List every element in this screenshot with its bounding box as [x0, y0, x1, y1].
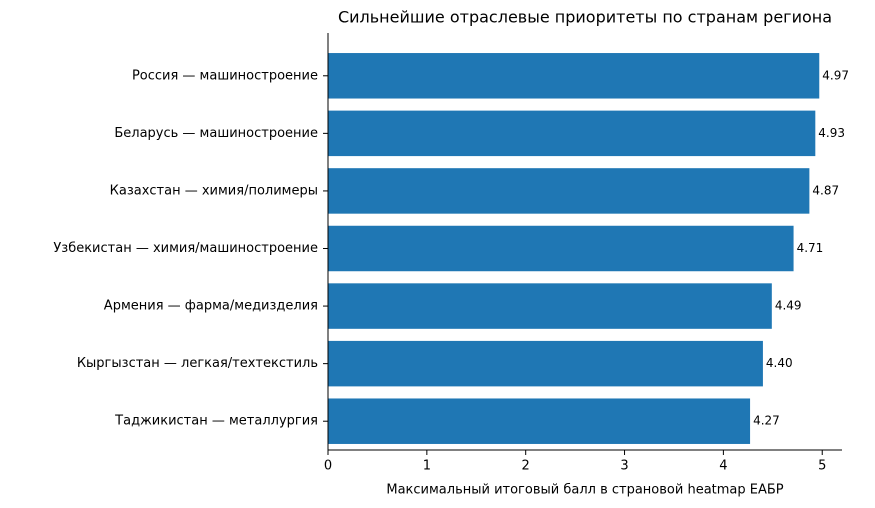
value-label: 4.27: [753, 414, 780, 428]
y-tick-label: Армения — фарма/медизделия: [104, 299, 318, 314]
x-tick-label: 1: [423, 459, 431, 474]
value-label: 4.40: [766, 356, 793, 370]
bar: [328, 53, 820, 99]
x-tick-label: 4: [719, 459, 727, 474]
y-tick-label: Беларусь — машиностроение: [114, 126, 318, 141]
x-tick-label: 2: [522, 459, 530, 474]
y-tick-label: Узбекистан — химия/машиностроение: [53, 241, 318, 256]
y-tick-label: Таджикистан — металлургия: [114, 414, 318, 429]
value-label: 4.71: [797, 241, 824, 255]
x-tick-label: 5: [818, 459, 826, 474]
bar: [328, 110, 816, 157]
value-label: 4.49: [775, 299, 802, 313]
bar: [328, 283, 772, 329]
bar: [328, 168, 810, 214]
bar: [328, 398, 751, 444]
chart-title: Сильнейшие отраслевые приоритеты по стра…: [338, 8, 832, 27]
bar: [328, 225, 794, 272]
value-label: 4.93: [818, 126, 845, 140]
x-tick-label: 0: [324, 459, 332, 474]
y-tick-label: Казахстан — химия/полимеры: [110, 183, 318, 198]
x-axis-label: Максимальный итоговый балл в страновой h…: [386, 483, 783, 498]
y-tick-label: Кыргызстан — легкая/техтекстиль: [77, 356, 318, 371]
y-tick-label: Россия — машиностроение: [132, 68, 318, 83]
x-tick-label: 3: [620, 459, 628, 474]
value-label: 4.97: [822, 68, 849, 82]
value-label: 4.87: [812, 183, 839, 197]
bar: [328, 340, 763, 387]
